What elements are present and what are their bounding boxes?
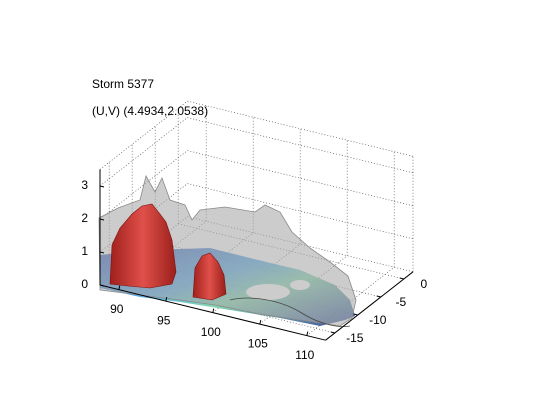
core-isosurface — [109, 203, 177, 289]
z-tick — [99, 284, 105, 287]
x-tick-label: 95 — [157, 313, 171, 327]
axes: 90 95 100 105 110 -15 -10 -5 0 0 1 2 3 — [81, 169, 427, 362]
y-tick — [330, 331, 335, 334]
y-tick-label: -5 — [395, 295, 406, 309]
z-tick — [99, 185, 105, 188]
grid-line — [99, 117, 188, 187]
x-tick — [212, 308, 215, 313]
y-tick-label: -15 — [346, 331, 364, 345]
storm-isosurface — [98, 174, 357, 327]
core-isosurface — [192, 252, 227, 301]
z-tick — [99, 251, 105, 254]
x-tick — [306, 331, 309, 336]
z-tick-label: 3 — [81, 178, 88, 192]
x-tick — [259, 319, 262, 325]
grid-line — [187, 150, 414, 207]
chart-title: Storm 5377 — [92, 77, 154, 91]
z-tick-label: 0 — [81, 277, 88, 291]
x-tick — [165, 296, 168, 302]
y-tick — [376, 295, 381, 298]
box-edge — [99, 100, 188, 170]
storm-volume — [98, 174, 357, 327]
y-tick-label: 0 — [420, 277, 427, 291]
x-tick-label: 105 — [248, 336, 268, 350]
z-tick-label: 2 — [81, 211, 88, 225]
x-tick-label: 110 — [295, 348, 314, 362]
storm-outline — [229, 297, 351, 327]
grid-line — [99, 150, 188, 220]
z-tick — [99, 218, 105, 221]
chart-subtitle: (U,V) (4.4934,2.0538) — [92, 104, 208, 118]
y-tick — [399, 277, 404, 280]
z-tick-label: 1 — [81, 244, 88, 258]
x-tick-label: 90 — [110, 302, 124, 316]
x-tick-label: 100 — [201, 325, 221, 339]
x-tick — [118, 285, 121, 290]
y-tick-label: -10 — [369, 313, 387, 327]
y-axis — [325, 271, 414, 341]
y-tick — [353, 313, 358, 316]
